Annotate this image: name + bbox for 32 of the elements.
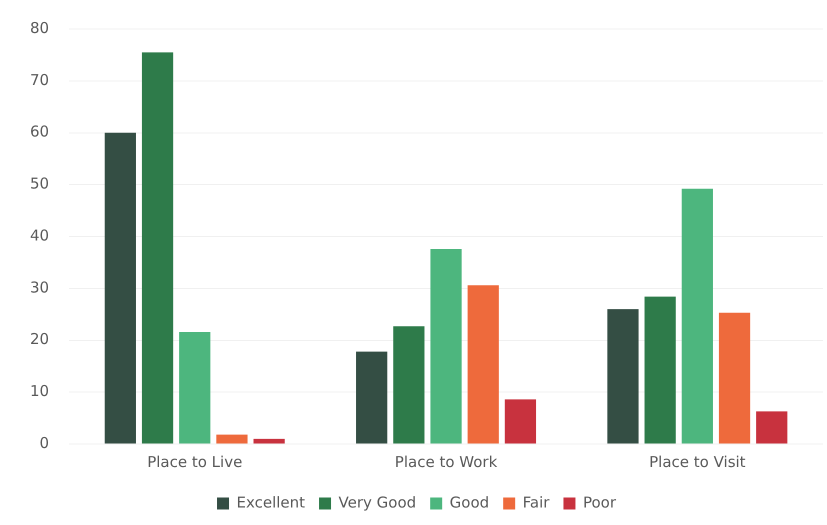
x-tick-label: Place to Live <box>147 452 242 471</box>
bar <box>104 132 136 444</box>
bar <box>142 52 174 444</box>
y-tick-label: 0 <box>40 434 50 452</box>
bar <box>504 399 536 444</box>
y-tick-label: 80 <box>30 18 50 37</box>
y-tick-label: 50 <box>30 174 50 193</box>
y-tick-label: 70 <box>30 70 50 89</box>
bar <box>644 296 676 444</box>
y-tick-label: 40 <box>30 226 50 244</box>
x-tick-label: Place to Work <box>394 452 498 471</box>
bar <box>682 188 713 444</box>
bar <box>430 248 462 444</box>
bar <box>356 352 388 444</box>
y-tick-label: 60 <box>30 122 50 141</box>
legend-label: Good <box>450 493 490 512</box>
y-tick-label: 30 <box>30 278 50 296</box>
legend-label: Excellent <box>236 493 306 512</box>
bar <box>179 332 210 444</box>
legend-label: Poor <box>582 493 617 512</box>
bar <box>393 326 424 444</box>
bar <box>756 411 788 444</box>
y-tick-label: 10 <box>30 382 50 400</box>
bar <box>468 285 499 444</box>
x-tick-label: Place to Visit <box>649 452 746 471</box>
bar <box>607 309 639 444</box>
bar <box>718 312 750 444</box>
bar <box>254 438 285 444</box>
bar <box>216 434 248 444</box>
legend-label: Fair <box>522 493 550 512</box>
legend-label: Very Good <box>338 493 416 512</box>
y-tick-label: 20 <box>30 330 50 348</box>
